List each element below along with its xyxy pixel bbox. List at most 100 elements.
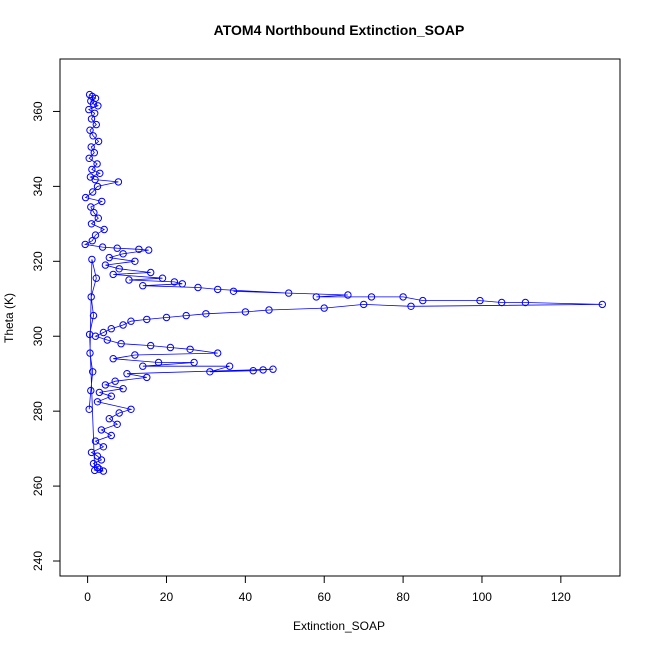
x-tick-label: 120 <box>551 590 571 604</box>
data-point <box>178 280 187 288</box>
data-point <box>182 311 190 320</box>
data-point <box>147 341 155 350</box>
data-point <box>139 362 147 370</box>
data-point <box>117 340 125 348</box>
x-axis-label: Extinction_SOAP <box>293 619 385 633</box>
data-point <box>93 452 102 460</box>
data-point <box>86 126 94 134</box>
data-point <box>131 351 139 359</box>
data-point <box>91 109 99 118</box>
data-point <box>476 296 484 305</box>
data-point <box>399 293 407 301</box>
data-point <box>91 175 99 184</box>
x-tick-label: 80 <box>396 590 410 604</box>
data-point <box>91 437 100 445</box>
data-point <box>88 255 96 264</box>
x-axis: 0 20 40 60 80 100 120 <box>84 575 571 604</box>
data-point <box>147 268 155 277</box>
data-point <box>98 197 106 206</box>
x-tick-label: 100 <box>472 590 492 604</box>
data-point <box>107 431 116 440</box>
data-point <box>93 160 101 168</box>
data-point <box>125 276 133 284</box>
plot-area <box>81 90 606 475</box>
data-point <box>190 358 198 367</box>
data-point <box>214 285 222 294</box>
data-point <box>115 265 123 273</box>
y-tick-label: 360 <box>31 101 45 121</box>
data-point <box>111 377 119 385</box>
data-point <box>249 367 257 375</box>
y-tick-label: 260 <box>31 476 45 496</box>
data-point <box>88 237 97 245</box>
data-point <box>90 149 99 157</box>
data-point <box>214 349 222 357</box>
data-point <box>87 143 95 151</box>
data-point <box>87 386 95 395</box>
data-point <box>119 321 127 329</box>
data-point <box>107 392 116 400</box>
data-point <box>259 366 267 374</box>
data-point <box>158 274 167 282</box>
y-tick-label: 300 <box>31 326 45 346</box>
data-point <box>114 178 123 186</box>
data-point <box>139 282 147 290</box>
data-point <box>521 298 530 307</box>
data-point <box>105 415 114 423</box>
data-point <box>91 231 100 239</box>
data-point <box>162 313 171 322</box>
data-point <box>598 300 606 309</box>
data-point <box>89 100 98 108</box>
data-point <box>97 426 106 434</box>
data-point <box>94 214 103 222</box>
data-point <box>143 315 151 324</box>
data-point <box>103 336 112 344</box>
data-point <box>127 317 135 325</box>
data-point <box>127 405 135 413</box>
data-point <box>320 304 328 312</box>
data-point <box>131 257 139 265</box>
x-tick-label: 20 <box>160 590 174 604</box>
data-point <box>85 105 93 114</box>
data-point <box>101 381 110 389</box>
data-point <box>89 132 97 140</box>
data-point <box>135 245 143 254</box>
data-point <box>285 289 293 297</box>
data-point <box>194 283 202 292</box>
data-point <box>92 274 101 282</box>
data-point <box>88 165 96 174</box>
data-point <box>143 373 151 382</box>
data-point <box>89 459 98 468</box>
data-point <box>367 293 376 301</box>
y-tick-label: 320 <box>31 251 45 271</box>
data-point <box>407 302 415 310</box>
data-point <box>81 240 89 249</box>
data-point <box>225 362 234 370</box>
data-point <box>86 349 94 357</box>
data-point <box>109 270 117 279</box>
data-point <box>113 244 121 252</box>
data-point <box>186 345 194 353</box>
data-point <box>105 253 114 262</box>
data-point <box>145 246 153 254</box>
data-point <box>81 193 90 202</box>
data-point <box>269 365 277 373</box>
data-point <box>107 325 116 333</box>
data-point <box>93 182 102 191</box>
data-point <box>95 388 104 397</box>
data-point <box>94 102 102 110</box>
data-point <box>229 287 238 295</box>
data-point <box>170 278 179 286</box>
data-point <box>265 306 273 314</box>
x-tick-label: 60 <box>318 590 332 604</box>
x-tick-label: 40 <box>239 590 253 604</box>
data-point <box>99 467 108 475</box>
data-point <box>87 115 96 123</box>
data-point <box>113 420 121 428</box>
data-point <box>97 456 106 464</box>
data-point <box>87 220 96 228</box>
data-point <box>202 310 210 318</box>
data-point <box>85 405 93 413</box>
data-point <box>99 443 108 451</box>
